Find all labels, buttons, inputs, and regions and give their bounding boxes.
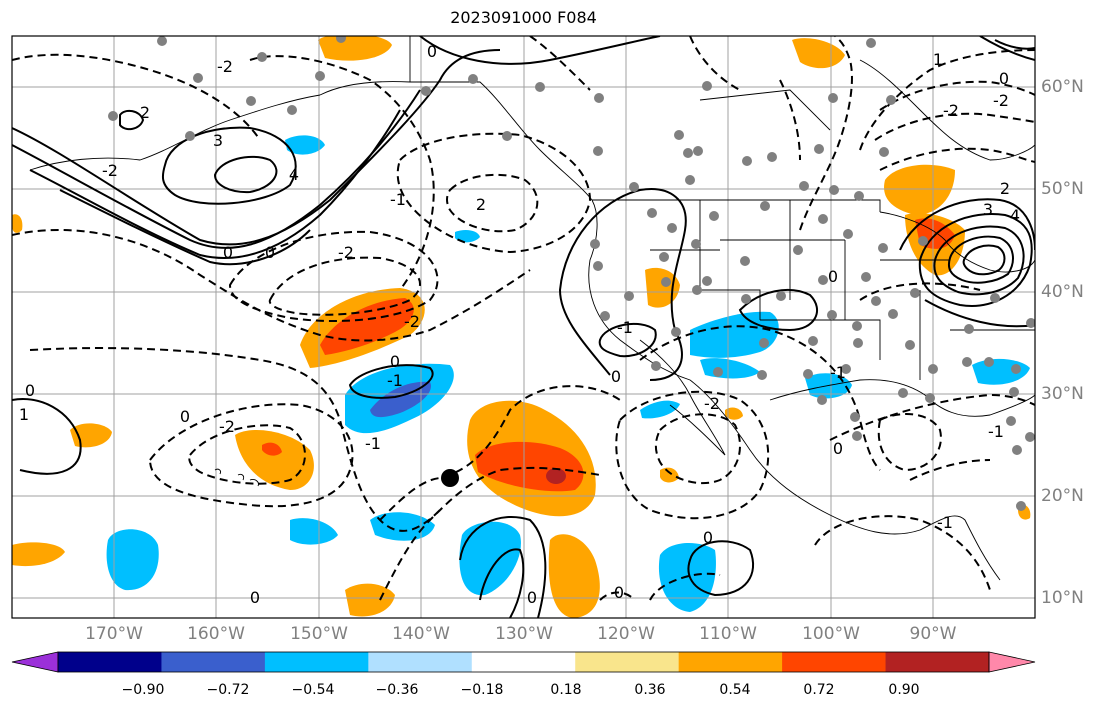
- contour-label: -1: [830, 363, 846, 382]
- colorbar-extend-low: [11, 651, 59, 673]
- colorbar-segment: [678, 652, 783, 672]
- contour-label: 4: [1010, 206, 1020, 225]
- contour-label: 0: [999, 69, 1009, 88]
- colorbar-segment: [575, 652, 680, 672]
- contour-label: 0: [527, 588, 537, 607]
- lon-tick-label: 160°W: [187, 624, 245, 644]
- colorbar-tick-label: 0.90: [888, 682, 920, 698]
- contour-label: 0: [614, 583, 624, 602]
- lat-tick-label: 60°N: [1041, 77, 1084, 97]
- lon-tick-label: 150°W: [290, 624, 348, 644]
- lon-tick-label: 100°W: [802, 624, 860, 644]
- contour-label: -2: [993, 91, 1009, 110]
- colorbar-tick-label: 0.36: [634, 682, 666, 698]
- lat-tick-label: 40°N: [1041, 282, 1084, 302]
- station-dots: [108, 36, 1035, 511]
- plot-frame: [11, 35, 1036, 619]
- contour-label: 0: [390, 352, 400, 371]
- lat-tick-label: 30°N: [1041, 384, 1084, 404]
- contour-label: 2: [140, 103, 150, 122]
- contour-label: 0: [223, 243, 233, 262]
- colorbar-tick-label: −0.54: [291, 682, 335, 698]
- contour-label: 2: [1000, 179, 1010, 198]
- colorbar: [11, 651, 1036, 673]
- contour-label: -1: [617, 318, 633, 337]
- contour-label: -1: [365, 434, 381, 453]
- location-marker: [441, 469, 459, 487]
- lon-tick-label: 170°W: [85, 624, 143, 644]
- contour-label: 0: [833, 439, 843, 458]
- colorbar-tick-label: 0.54: [719, 682, 751, 698]
- colorbar-segment: [885, 652, 990, 672]
- lon-tick-label: 90°W: [909, 624, 957, 644]
- colorbar-tick-label: −0.36: [375, 682, 419, 698]
- contour-label: 1: [19, 405, 29, 424]
- colorbar-extend-high: [988, 651, 1036, 673]
- contour-label: 2: [476, 195, 486, 214]
- colorbar-segment: [471, 652, 576, 672]
- contour-label: 0: [265, 243, 275, 262]
- lat-tick-label: 20°N: [1041, 486, 1084, 506]
- contour-label: -2: [219, 417, 235, 436]
- contour-label: -2: [102, 161, 118, 180]
- lon-tick-label: 120°W: [597, 624, 655, 644]
- lat-tick-label: 50°N: [1041, 179, 1084, 199]
- contour-label: -1: [387, 371, 403, 390]
- colorbar-segment: [782, 652, 887, 672]
- contours-dashed: [12, 36, 1035, 601]
- contour-label: -2: [404, 312, 420, 331]
- contour-labels: 0 -2 -2 0 2 3 4 2 0 0 -2 -2 -1 0 -1 -1 0…: [19, 42, 1020, 607]
- contour-label: 0: [180, 407, 190, 426]
- contour-label: -2: [338, 243, 354, 262]
- colorbar-tick-label: −0.72: [206, 682, 250, 698]
- contour-label: 3: [983, 200, 993, 219]
- contour-label: -1: [988, 422, 1004, 441]
- contour-label: 0: [427, 42, 437, 61]
- colorbar-frame: [57, 651, 990, 673]
- colorbar-tick-label: 0.18: [550, 682, 582, 698]
- contour-label: -1: [390, 190, 406, 209]
- contour-label: 0: [828, 267, 838, 286]
- contour-label: 0: [611, 367, 621, 386]
- colorbar-tick-label: 0.72: [803, 682, 835, 698]
- colorbar-tick-label: −0.18: [460, 682, 504, 698]
- lon-tick-label: 140°W: [392, 624, 450, 644]
- lon-tick-label: 130°W: [495, 624, 553, 644]
- contour-label: -2: [943, 101, 959, 120]
- colorbar-segment: [264, 652, 369, 672]
- contour-label: 1: [933, 50, 943, 69]
- contour-label: -1: [937, 513, 953, 532]
- map-plot: 0 -2 -2 0 2 3 4 2 0 0 -2 -2 -1 0 -1 -1 0…: [11, 35, 1036, 619]
- lon-tick-label: 110°W: [699, 624, 757, 644]
- colorbar-segment: [161, 652, 266, 672]
- contour-label: 3: [213, 131, 223, 150]
- gridlines: [12, 36, 1035, 618]
- colorbar-segment: [368, 652, 473, 672]
- chart-title: 2023091000 F084: [450, 8, 597, 27]
- contour-label: 0: [250, 588, 260, 607]
- contour-label: -2: [217, 57, 233, 76]
- contour-label: 4: [289, 165, 299, 184]
- colorbar-segment: [58, 652, 162, 672]
- colorbar-tick-label: −0.90: [121, 682, 165, 698]
- shaded-anomalies: [12, 36, 1031, 618]
- contour-label: 0: [25, 381, 35, 400]
- contour-label: -2: [704, 394, 720, 413]
- lat-tick-label: 10°N: [1041, 588, 1084, 608]
- contour-label: 0: [703, 528, 713, 547]
